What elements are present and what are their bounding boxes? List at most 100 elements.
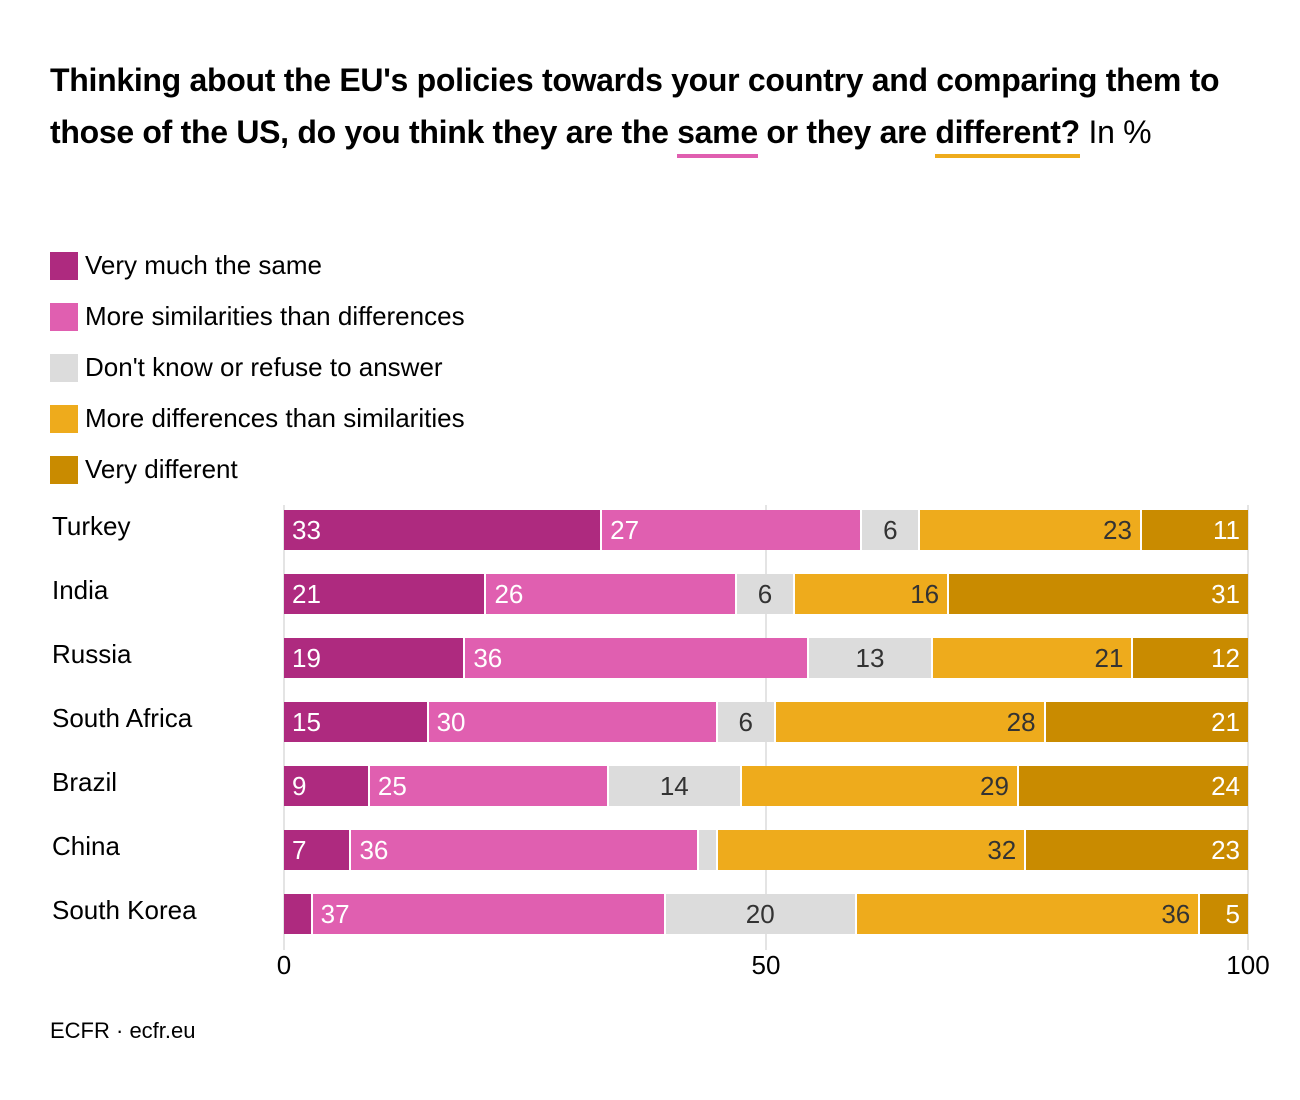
bar-segment: 25 [369,766,607,806]
title-text: Thinking about the EU's policies towards… [50,62,1220,150]
legend: Very much the same More similarities than… [50,240,465,495]
data-label: 36 [359,835,389,865]
data-label: 33 [292,515,321,545]
data-label: 6 [883,515,898,545]
data-label: 6 [757,579,773,609]
bar-segment: 11 [1141,510,1248,550]
data-label: 25 [377,771,407,801]
bar-segment: 13 [808,638,932,678]
legend-label: Very much the same [85,250,322,280]
bar-segment: 36 [351,830,697,870]
legend-item: Don't know or refuse to answer [50,342,465,393]
bar-segment: 6 [717,702,774,742]
chart-title: Thinking about the EU's policies towards… [50,54,1265,158]
category-label: South Africa [52,703,193,733]
data-label: 7 [292,835,307,865]
x-tick-label: 50 [751,950,781,980]
data-label: 27 [610,515,640,545]
bar-segment: 21 [933,638,1132,678]
data-label: 11 [1212,515,1240,545]
source-footer: ECFR · ecfr.eu [50,1018,196,1043]
data-label: 21 [1211,707,1240,737]
bar-segment: 28 [775,702,1044,742]
data-label: 32 [987,835,1017,865]
legend-swatch [50,404,78,433]
title-highlight-same: same [677,110,758,158]
legend-label: More similarities than differences [85,301,465,331]
category-label: India [52,575,109,605]
bar-segment: 36 [465,638,807,678]
data-label: 5 [1225,899,1240,929]
title-unit: In % [1079,114,1152,150]
legend-item: Very much the same [50,240,465,291]
bar-segment: 24 [1018,766,1248,806]
title-text-middle: or they are [757,114,936,150]
data-label: 30 [436,707,466,737]
legend-label: More differences than similarities [85,403,465,433]
legend-swatch [50,302,78,331]
bar-segment: 31 [949,574,1248,614]
bar-segment [698,830,716,870]
bar-segment: 5 [1200,894,1248,934]
bar-segment: 6 [862,510,919,550]
data-label: 6 [738,707,753,737]
x-tick-label: 100 [1226,950,1270,980]
stacked-bar-chart: 0 50 100 Turkey 33 27 6 23 11 India 21 26 6 16 31 Russi… [52,505,1270,980]
legend-item: More similarities than differences [50,291,465,342]
data-label: 15 [292,707,321,737]
category-label: China [52,831,120,861]
data-label: 16 [910,579,940,609]
bar-segment: 30 [428,702,716,742]
bar-segment: 21 [284,574,485,614]
data-label: 23 [1103,515,1132,545]
data-label: 23 [1211,835,1240,865]
bar-segment [284,894,311,934]
data-label: 13 [855,643,885,673]
bar-segment: 23 [1026,830,1248,870]
data-label: 31 [1211,579,1240,609]
bar-segment: 16 [794,574,948,614]
bar-segment: 23 [920,510,1140,550]
category-label: Brazil [52,767,118,797]
legend-swatch [50,251,78,280]
data-label: 14 [659,771,689,801]
data-label: 20 [745,899,775,929]
data-label: 9 [292,771,307,801]
category-label: Russia [52,639,132,669]
title-highlight-different: different? [935,110,1080,158]
bar-segment: 7 [284,830,350,870]
legend-item: More differences than similarities [50,393,465,444]
data-label: 12 [1211,643,1240,673]
gridline [1247,505,1249,950]
bar-segment: 26 [486,574,736,614]
bar-segment: 37 [312,894,664,934]
bar-segment: 27 [602,510,861,550]
data-label: 19 [292,643,321,673]
bar-segment: 20 [665,894,855,934]
data-label: 29 [979,771,1009,801]
bar-segment: 15 [284,702,427,742]
legend-swatch [50,353,78,382]
data-label: 24 [1211,771,1240,801]
category-label: Turkey [52,511,131,541]
legend-item: Very different [50,444,465,495]
data-label: 28 [1006,707,1036,737]
legend-swatch [50,455,78,484]
data-label: 21 [1094,643,1124,673]
data-label: 21 [292,579,321,609]
bar-segment: 21 [1045,702,1248,742]
bar-segment: 12 [1133,638,1248,678]
data-label: 36 [1161,899,1191,929]
bar-segment: 9 [284,766,368,806]
bar-segment: 14 [608,766,741,806]
legend-label: Very different [85,454,238,484]
data-label: 37 [320,899,350,929]
bar-segment: 32 [717,830,1025,870]
category-label: South Korea [52,895,197,925]
bar-segment: 19 [284,638,464,678]
legend-label: Don't know or refuse to answer [85,352,443,382]
data-label: 36 [473,643,503,673]
bar-segment: 36 [856,894,1199,934]
x-tick-label: 0 [276,950,292,980]
bar-segment: 29 [742,766,1017,806]
